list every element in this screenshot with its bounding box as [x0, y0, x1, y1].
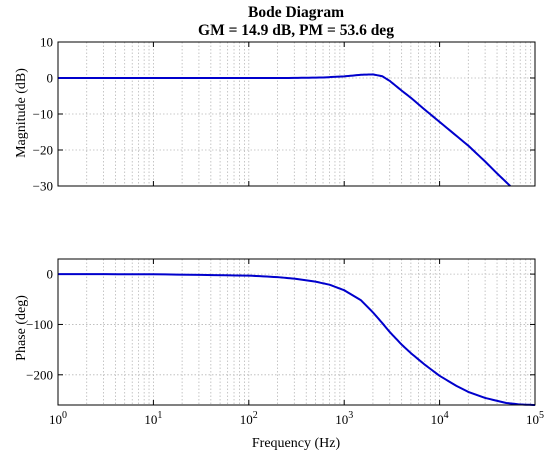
xtick-label: 101 — [144, 410, 162, 427]
magnitude-ytick-label: 0 — [47, 71, 54, 86]
chart-subtitle: GM = 14.9 dB, PM = 53.6 deg — [198, 22, 394, 39]
magnitude-axes-box — [57, 41, 536, 187]
xtick-label: 105 — [526, 410, 544, 427]
phase-ytick-label: −200 — [26, 367, 53, 382]
magnitude-plot: 10 0 −10 −20 −30 — [33, 35, 536, 194]
xtick-label: 103 — [335, 410, 353, 427]
chart-title: Bode Diagram — [248, 4, 344, 21]
phase-plot: 0 −100 −200 100 101 102 103 104 105 — [26, 258, 544, 427]
magnitude-ytick-label: −20 — [33, 143, 53, 158]
frequency-axis-label: Frequency (Hz) — [252, 436, 341, 451]
xtick-label: 100 — [49, 410, 67, 427]
phase-axis-label: Phase (deg) — [14, 295, 29, 361]
magnitude-ytick-label: −30 — [33, 179, 53, 194]
phase-ytick-label: 0 — [47, 267, 54, 282]
phase-series-line — [57, 273, 536, 406]
phase-axes-box — [57, 258, 536, 406]
xtick-label: 102 — [240, 410, 258, 427]
magnitude-axis-label: Magnitude (dB) — [14, 68, 29, 158]
magnitude-series-line — [58, 73, 511, 187]
magnitude-ytick-label: −10 — [33, 107, 53, 122]
magnitude-ytick-label: 10 — [40, 35, 53, 50]
phase-ytick-label: −100 — [26, 317, 53, 332]
xtick-label: 104 — [431, 410, 449, 427]
